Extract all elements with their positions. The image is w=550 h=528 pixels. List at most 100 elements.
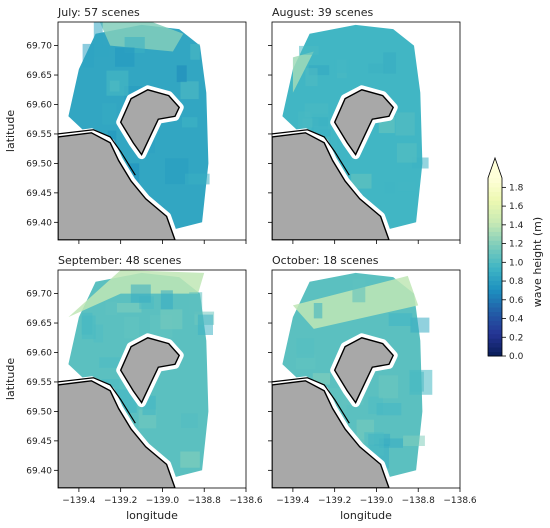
spit-line [272, 377, 350, 424]
colorbar-segment [488, 324, 502, 330]
x-tick-label: −138.6 [443, 496, 477, 506]
wave-field-high [292, 51, 314, 93]
colorbar-segment [488, 284, 502, 290]
colorbar-segment [488, 227, 502, 232]
island [119, 89, 181, 156]
wave-patch [124, 316, 139, 339]
colorbar-segment [488, 209, 502, 215]
x-tick-label: −139.2 [318, 496, 351, 506]
mainland [58, 380, 176, 488]
panel-map [272, 272, 433, 488]
wave-patch [403, 435, 425, 446]
wave-patch [383, 52, 397, 74]
wave-patch [295, 354, 316, 370]
wave-patch [181, 413, 198, 428]
colorbar-segment [488, 231, 502, 237]
y-tick-label: 69.65 [26, 71, 52, 81]
mainland [272, 132, 390, 240]
panels: July: 57 scenes 69.40 69.45 69.50 69.55 69.60… [4, 6, 477, 522]
x-tick-label: −139.0 [146, 496, 180, 506]
colorbar-segment [488, 249, 502, 255]
wave-patch [182, 117, 198, 128]
wave-patch [176, 65, 187, 83]
wave-patch [130, 284, 151, 303]
wave-patch [396, 143, 417, 163]
wave-patch [127, 163, 140, 185]
wave-patch [180, 81, 199, 100]
mainland [272, 380, 390, 488]
colorbar-segment [488, 262, 502, 268]
panel-frame [271, 21, 461, 241]
wave-patch [107, 130, 117, 145]
wave-patch [94, 44, 109, 57]
y-tick-label: 69.55 [26, 378, 52, 388]
spit-line [272, 129, 350, 176]
y-tick-label: 69.60 [26, 100, 52, 110]
panel-title: September: 48 scenes [58, 254, 182, 267]
panel-map [58, 270, 215, 488]
colorbar-segment [488, 351, 502, 357]
wave-patch [185, 173, 210, 185]
colorbar-segment [488, 347, 502, 352]
x-tick-label: −139.4 [62, 496, 96, 506]
colorbar-tick-label: 1.0 [509, 258, 524, 268]
wave-patch [116, 303, 142, 313]
wave-field-high [99, 22, 184, 52]
colorbar-segment [488, 195, 502, 201]
colorbar-tick-label: 1.6 [509, 202, 524, 212]
wave-patch [197, 314, 213, 335]
panel-title: July: 57 scenes [57, 6, 140, 19]
y-axis-label: latitude [4, 358, 17, 400]
colorbar-segment [488, 218, 502, 223]
island [119, 337, 181, 404]
colorbar-segment [488, 191, 502, 197]
colorbar-tick-label: 1.2 [509, 240, 523, 250]
colorbar-tick-label: 0.6 [509, 296, 524, 306]
mainland [58, 132, 176, 240]
colorbar-segment [488, 222, 502, 228]
x-tick-label: −139.0 [360, 496, 394, 506]
y-tick-label: 69.55 [26, 130, 52, 140]
wave-patch [334, 58, 350, 73]
y-tick-label: 69.70 [26, 42, 52, 52]
wave-patch [397, 182, 416, 192]
colorbar-segment [488, 244, 502, 250]
colorbar-segment [488, 235, 502, 241]
wave-patch [93, 324, 104, 343]
colorbar-segment [488, 338, 502, 344]
colorbar-segment [488, 298, 502, 304]
x-tick-label: −139.2 [104, 496, 137, 506]
x-tick-label: −138.8 [402, 496, 436, 506]
colorbar-outline [487, 156, 503, 357]
wave-patch [165, 158, 189, 185]
colorbar-segment [488, 253, 502, 259]
colorbar-segment [488, 293, 502, 299]
colorbar-segment [488, 320, 502, 326]
colorbar-segment [488, 333, 502, 339]
colorbar-tick-label: 0.4 [509, 315, 524, 325]
colorbar-segment [488, 258, 502, 263]
x-tick-label: −139.4 [276, 496, 310, 506]
wave-patch [313, 303, 323, 319]
y-tick-label: 69.45 [26, 437, 52, 447]
panel-frame [271, 269, 461, 489]
colorbar-tick-label: 0.0 [509, 352, 524, 362]
wave-patch [384, 182, 395, 194]
wave-patch [180, 451, 200, 468]
wave-patch [93, 22, 103, 48]
colorbar-segment [488, 182, 502, 188]
colorbar-tick-label: 0.8 [509, 277, 524, 287]
wave-patch [299, 45, 319, 55]
panel-frame [57, 269, 247, 489]
wave-patch [409, 369, 433, 395]
wave-patch [190, 43, 200, 60]
spit-line [58, 377, 136, 424]
colorbar-segment [488, 315, 502, 321]
y-tick-label: 69.40 [26, 218, 52, 228]
colorbar-segment [488, 275, 502, 281]
colorbar-segment [488, 307, 502, 312]
y-tick-label: 69.70 [26, 290, 52, 300]
wave-patch [296, 338, 315, 358]
y-tick-label: 69.50 [26, 407, 52, 417]
panel-map [58, 22, 210, 240]
